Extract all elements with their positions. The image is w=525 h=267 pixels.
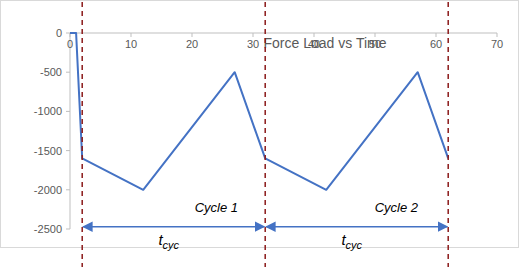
cycle-time-subscript: cyc: [163, 239, 180, 251]
x-tick: [131, 33, 132, 37]
plot-area: [70, 33, 448, 190]
cycle-time-label: tcyc: [341, 231, 362, 251]
title: Force Load vs Time: [264, 35, 387, 51]
cycle-label: Cycle 1: [195, 200, 238, 215]
cycle-time-subscript: cyc: [346, 239, 363, 251]
x-tick: [436, 33, 437, 37]
y-tick-label: -1000: [34, 105, 62, 117]
cycle-boundary: [81, 2, 83, 267]
x-tick-label: 70: [491, 38, 503, 50]
y-tick: [66, 229, 70, 230]
y-tick-label: -2500: [34, 223, 62, 235]
y-tick-label: -1500: [34, 145, 62, 157]
y-tick-label: 0: [56, 27, 62, 39]
y-tick-label: -500: [40, 66, 62, 78]
cycle-time-label: tcyc: [158, 231, 179, 251]
cycle-arrow: [83, 226, 264, 228]
y-tick: [66, 150, 70, 151]
y-tick: [66, 111, 70, 112]
x-tick: [497, 33, 498, 37]
chart-border: [1, 1, 519, 248]
x-tick-label: 30: [247, 38, 259, 50]
cycle-arrow: [266, 226, 447, 228]
x-tick-label: 20: [186, 38, 198, 50]
cycle-boundary: [447, 2, 449, 267]
cycle-label: Cycle 2: [375, 200, 419, 215]
x-tick: [253, 33, 254, 37]
x-tick-label: 10: [125, 38, 137, 50]
y-tick: [66, 189, 70, 190]
y-tick-label: -2000: [34, 184, 62, 196]
y-tick: [66, 72, 70, 73]
x-tick-label: 60: [430, 38, 442, 50]
chart: 010203040506070-2500-2000-1500-1000-5000…: [0, 0, 525, 267]
cycle-boundary: [264, 2, 266, 267]
y-tick: [66, 33, 70, 34]
y-axis: [70, 33, 71, 229]
x-axis: [70, 33, 497, 34]
x-tick: [192, 33, 193, 37]
x-tick-label: 0: [67, 38, 73, 50]
force-line: [70, 33, 448, 190]
